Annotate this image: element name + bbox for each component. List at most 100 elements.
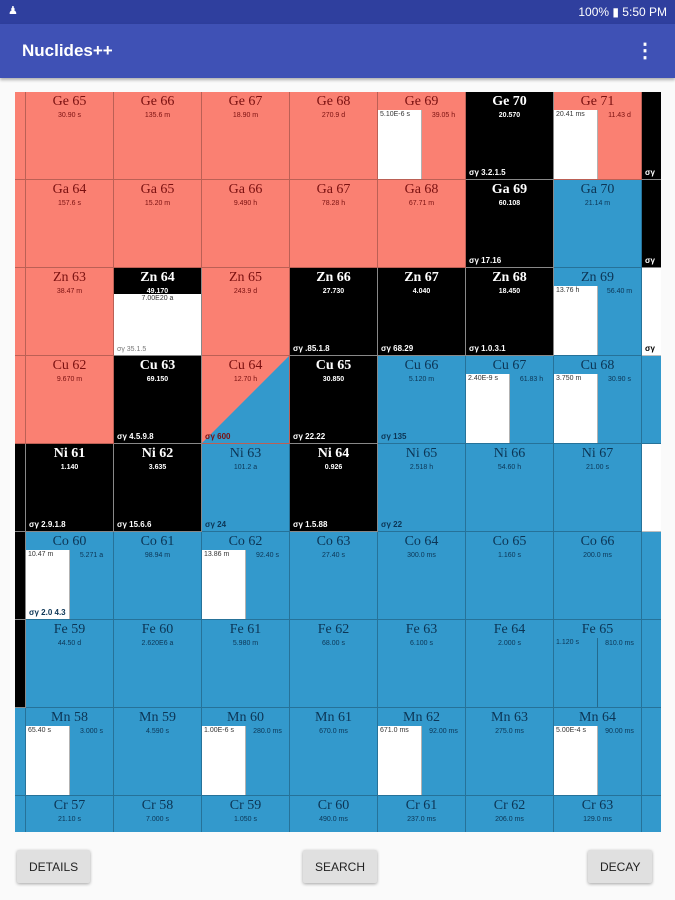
nuclide-cell-ge-68[interactable]: Ge 68 270.9 d bbox=[290, 92, 378, 180]
nuclide-cell-cr-57[interactable]: Cr 57 21.10 s bbox=[26, 796, 114, 832]
nuclide-cell-ni-64[interactable]: Ni 64 0.926 σγ 1.5.88 bbox=[290, 444, 378, 532]
nuclide-cell-mn-63[interactable]: Mn 63 275.0 ms bbox=[466, 708, 554, 796]
nuclide-cell-ga-68[interactable]: Ga 68 67.71 m bbox=[378, 180, 466, 268]
nuclide-cell-ni-63[interactable]: Ni 63 101.2 a σγ 24 bbox=[202, 444, 290, 532]
nuclide-cell-ni-61[interactable]: Ni 61 1.140 σγ 2.9.1.8 bbox=[26, 444, 114, 532]
nuclide-value: 69.150 bbox=[146, 376, 169, 383]
nuclide-cell-fe-63[interactable]: Fe 63 6.100 s bbox=[378, 620, 466, 708]
nuclide-cell-co-66[interactable]: Co 66 200.0 ms bbox=[554, 532, 642, 620]
nuclide-cell-edge[interactable] bbox=[642, 532, 661, 620]
nuclide-cell-edge[interactable] bbox=[642, 708, 661, 796]
cross-section: σγ 35.1.5 bbox=[117, 346, 147, 353]
nuclide-symbol: Fe 61 bbox=[229, 622, 262, 637]
nuclide-cell-co-60[interactable]: 10.47 m Co 60 5.271 a σγ 2.0 4.3 bbox=[26, 532, 114, 620]
nuclide-cell-edge[interactable] bbox=[15, 268, 26, 356]
nuclide-cell-edge[interactable] bbox=[642, 620, 661, 708]
nuclide-cell-ge-71[interactable]: 20.41 ms Ge 71 11.43 d bbox=[554, 92, 642, 180]
nuclide-cell-edge[interactable] bbox=[642, 796, 661, 832]
nuclide-cell-fe-64[interactable]: Fe 64 2.000 s bbox=[466, 620, 554, 708]
nuclide-cell-zn-66[interactable]: Zn 66 27.730 σγ .85.1.8 bbox=[290, 268, 378, 356]
nuclide-symbol: Zn 69 bbox=[580, 270, 615, 285]
nuclide-cell-edge[interactable] bbox=[15, 708, 26, 796]
cross-section: σγ 600 bbox=[205, 432, 231, 441]
nuclide-cell-cr-60[interactable]: Cr 60 490.0 ms bbox=[290, 796, 378, 832]
decay-button[interactable]: DECAY bbox=[588, 850, 653, 883]
nuclide-cell-co-64[interactable]: Co 64 300.0 ms bbox=[378, 532, 466, 620]
nuclide-cell-ge-69[interactable]: 5.10E-6 s Ge 69 39.05 h bbox=[378, 92, 466, 180]
nuclide-cell-edge[interactable] bbox=[15, 532, 26, 620]
nuclide-chart[interactable]: Ge 65 30.90 s Ge 66 135.6 m Ge 67 18.90 m Ge 6… bbox=[15, 92, 661, 832]
nuclide-cell-cu-63[interactable]: Cu 63 69.150 σγ 4.5.9.8 bbox=[114, 356, 202, 444]
nuclide-cell-ge-70[interactable]: Ge 70 20.570 σγ 3.2.1.5 bbox=[466, 92, 554, 180]
nuclide-cell-fe-61[interactable]: Fe 61 5.980 m bbox=[202, 620, 290, 708]
android-icon: ♟ bbox=[8, 5, 18, 17]
nuclide-cell-co-63[interactable]: Co 63 27.40 s bbox=[290, 532, 378, 620]
nuclide-cell-fe-62[interactable]: Fe 62 68.00 s bbox=[290, 620, 378, 708]
nuclide-cell-cu-68[interactable]: 3.750 m Cu 68 30.90 s bbox=[554, 356, 642, 444]
nuclide-cell-ga-70[interactable]: Ga 70 21.14 m bbox=[554, 180, 642, 268]
nuclide-cell-cr-59[interactable]: Cr 59 1.050 s bbox=[202, 796, 290, 832]
nuclide-cell-mn-62[interactable]: 671.0 ms Mn 62 92.00 ms bbox=[378, 708, 466, 796]
nuclide-cell-cu-62[interactable]: Cu 62 9.670 m bbox=[26, 356, 114, 444]
nuclide-cell-ge-66[interactable]: Ge 66 135.6 m bbox=[114, 92, 202, 180]
nuclide-cell-cr-58[interactable]: Cr 58 7.000 s bbox=[114, 796, 202, 832]
nuclide-cell-cu-67[interactable]: 2.40E-9 s Cu 67 61.83 h bbox=[466, 356, 554, 444]
nuclide-value: 5.271 a bbox=[79, 552, 104, 559]
nuclide-cell-ga-69[interactable]: Ga 69 60.108 σγ 17.16 bbox=[466, 180, 554, 268]
nuclide-cell-zn-68[interactable]: Zn 68 18.450 σγ 1.0.3.1 bbox=[466, 268, 554, 356]
nuclide-cell-fe-60[interactable]: Fe 60 2.620E6 a bbox=[114, 620, 202, 708]
nuclide-cell-cu-65[interactable]: Cu 65 30.850 σγ 22.22 bbox=[290, 356, 378, 444]
nuclide-cell-edge[interactable] bbox=[15, 444, 26, 532]
nuclide-cell-co-62[interactable]: 13.86 m Co 62 92.40 s bbox=[202, 532, 290, 620]
nuclide-cell-edge[interactable] bbox=[15, 620, 26, 708]
nuclide-cell-fe-59[interactable]: Fe 59 44.50 d bbox=[26, 620, 114, 708]
nuclide-cell-mn-59[interactable]: Mn 59 4.590 s bbox=[114, 708, 202, 796]
nuclide-cell-ga-65[interactable]: Ga 65 15.20 m bbox=[114, 180, 202, 268]
nuclide-cell-ni-65[interactable]: Ni 65 2.518 h σγ 22 bbox=[378, 444, 466, 532]
nuclide-value: 8.60 bbox=[642, 464, 661, 471]
nuclide-symbol: Ge 70 bbox=[492, 94, 527, 109]
nuclide-cell-edge[interactable]: 8.60 bbox=[642, 444, 661, 532]
nuclide-cell-edge[interactable]: σγ bbox=[642, 92, 661, 180]
nuclide-cell-edge[interactable] bbox=[15, 796, 26, 832]
nuclide-cell-zn-64[interactable]: 7.00E20 a σγ 35.1.5 Zn 64 49.170 bbox=[114, 268, 202, 356]
overflow-menu-icon[interactable]: ⋮ bbox=[635, 40, 655, 62]
nuclide-cell-ni-62[interactable]: Ni 62 3.635 σγ 15.6.6 bbox=[114, 444, 202, 532]
nuclide-value: 490.0 ms bbox=[319, 816, 348, 823]
nuclide-cell-edge[interactable] bbox=[15, 180, 26, 268]
nuclide-cell-ge-67[interactable]: Ge 67 18.90 m bbox=[202, 92, 290, 180]
nuclide-cell-edge[interactable]: σγ bbox=[642, 268, 661, 356]
nuclide-value: 49.170 bbox=[146, 288, 169, 295]
nuclide-cell-zn-65[interactable]: Zn 65 243.9 d bbox=[202, 268, 290, 356]
search-button[interactable]: SEARCH bbox=[303, 850, 378, 883]
nuclide-cell-edge[interactable]: σγ bbox=[642, 180, 661, 268]
nuclide-cell-mn-58[interactable]: 65.40 s Mn 58 3.000 s bbox=[26, 708, 114, 796]
nuclide-cell-zn-63[interactable]: Zn 63 38.47 m bbox=[26, 268, 114, 356]
nuclide-value: 9.670 m bbox=[56, 376, 83, 383]
details-button[interactable]: DETAILS bbox=[17, 850, 91, 883]
nuclide-cell-ga-67[interactable]: Ga 67 78.28 h bbox=[290, 180, 378, 268]
nuclide-cell-edge[interactable] bbox=[642, 356, 661, 444]
nuclide-cell-zn-67[interactable]: Zn 67 4.040 σγ 68.29 bbox=[378, 268, 466, 356]
nuclide-cell-cu-64[interactable]: Cu 64 12.70 h σγ 600 bbox=[202, 356, 290, 444]
nuclide-cell-mn-61[interactable]: Mn 61 670.0 ms bbox=[290, 708, 378, 796]
nuclide-cell-ni-66[interactable]: Ni 66 54.60 h bbox=[466, 444, 554, 532]
nuclide-cell-mn-64[interactable]: 5.00E-4 s Mn 64 90.00 ms bbox=[554, 708, 642, 796]
nuclide-cell-co-65[interactable]: Co 65 1.160 s bbox=[466, 532, 554, 620]
nuclide-value: 54.60 h bbox=[497, 464, 522, 471]
nuclide-cell-ge-65[interactable]: Ge 65 30.90 s bbox=[26, 92, 114, 180]
nuclide-cell-cr-62[interactable]: Cr 62 206.0 ms bbox=[466, 796, 554, 832]
nuclide-cell-ni-67[interactable]: Ni 67 21.00 s bbox=[554, 444, 642, 532]
nuclide-cell-co-61[interactable]: Co 61 98.94 m bbox=[114, 532, 202, 620]
nuclide-cell-edge[interactable] bbox=[15, 92, 26, 180]
cross-section: σγ 68.29 bbox=[381, 344, 414, 353]
nuclide-cell-zn-69[interactable]: 13.76 h Zn 69 56.40 m bbox=[554, 268, 642, 356]
nuclide-cell-cu-66[interactable]: Cu 66 5.120 m σγ 135 bbox=[378, 356, 466, 444]
nuclide-cell-cr-61[interactable]: Cr 61 237.0 ms bbox=[378, 796, 466, 832]
nuclide-cell-edge[interactable] bbox=[15, 356, 26, 444]
nuclide-cell-ga-66[interactable]: Ga 66 9.490 h bbox=[202, 180, 290, 268]
nuclide-cell-cr-63[interactable]: Cr 63 129.0 ms bbox=[554, 796, 642, 832]
nuclide-cell-ga-64[interactable]: Ga 64 157.6 s bbox=[26, 180, 114, 268]
nuclide-cell-fe-65[interactable]: 1.120 s Fe 65 810.0 ms bbox=[554, 620, 642, 708]
nuclide-cell-mn-60[interactable]: 1.00E-6 s Mn 60 280.0 ms bbox=[202, 708, 290, 796]
